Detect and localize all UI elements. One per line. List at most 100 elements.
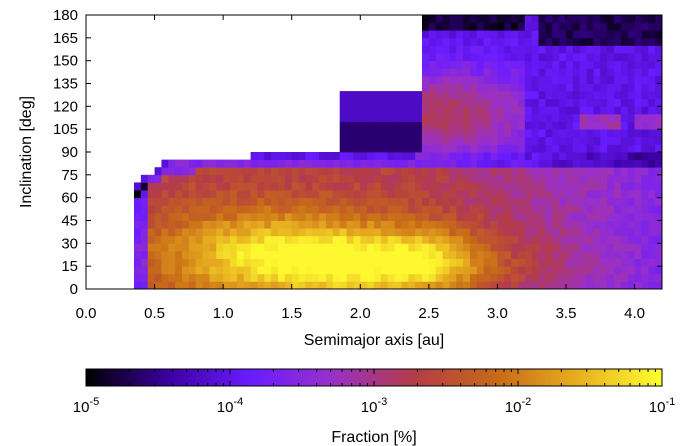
heatmap-cell [559,91,567,100]
heatmap-cell [278,281,286,290]
heatmap-cell [620,121,629,130]
heatmap-cell [428,144,437,153]
heatmap-cell [600,106,608,115]
heatmap-cell [209,273,217,282]
heatmap-cell [593,243,601,252]
heatmap-cell [195,266,203,275]
heatmap-cell [552,83,560,92]
heatmap-cell [497,167,505,176]
heatmap-cell [339,190,347,199]
heatmap-cell [641,75,649,84]
heatmap-cell [538,129,546,138]
heatmap-cell [538,266,546,275]
heatmap-cell [422,22,430,31]
heatmap-cell [572,60,581,69]
heatmap-cell [456,45,464,54]
heatmap-cell [257,197,265,206]
heatmap-cell [552,152,560,161]
heatmap-cell [408,159,416,168]
heatmap-cell [408,220,416,229]
heatmap-cell [195,174,203,183]
heatmap-cell [188,220,197,229]
heatmap-cell [408,113,416,122]
heatmap-cell [490,68,498,77]
heatmap-cell [476,83,485,92]
heatmap-cell [435,235,443,244]
heatmap-cell [511,281,519,290]
heatmap-cell [230,228,238,237]
heatmap-cell [531,220,539,229]
heatmap-cell [415,182,423,191]
heatmap-cell [428,167,437,176]
heatmap-cell [230,281,238,290]
heatmap-cell [483,144,491,153]
heatmap-cell [360,106,368,115]
heatmap-cell [524,159,533,168]
heatmap-cell [566,121,574,130]
heatmap-cell [346,121,354,130]
heatmap-cell [572,113,581,122]
heatmap-cell [250,212,258,221]
heatmap-cell [428,37,437,46]
heatmap-cell [401,258,409,267]
heatmap-cell [641,98,649,107]
heatmap-cell [566,167,574,176]
heatmap-cell [463,30,471,39]
heatmap-cell [655,98,663,107]
heatmap-cell [511,152,519,161]
heatmap-cell [586,98,594,107]
heatmap-cell [607,250,615,259]
heatmap-cell [291,167,299,176]
heatmap-cell [387,212,395,221]
heatmap-cell [620,190,629,199]
heatmap-cell [278,273,286,282]
heatmap-cell [497,60,505,69]
heatmap-cell [579,129,587,138]
heatmap-cell [360,174,368,183]
heatmap-cell [415,190,423,199]
heatmap-cell [422,159,430,168]
heatmap-cell [655,37,663,46]
heatmap-cell [360,243,368,252]
heatmap-cell [442,190,450,199]
heatmap-cell [648,83,656,92]
heatmap-cell [182,281,190,290]
heatmap-cell [360,152,368,161]
heatmap-cell [476,258,485,267]
heatmap-cell [456,30,464,39]
heatmap-cell [319,182,327,191]
heatmap-cell [483,243,491,252]
heatmap-cell [168,167,176,176]
heatmap-cell [134,197,142,206]
heatmap-cell [134,281,142,290]
heatmap-cell [394,136,402,145]
heatmap-cell [353,212,361,221]
heatmap-cell [319,159,327,168]
heatmap-cell [593,258,601,267]
heatmap-cell [147,205,155,214]
heatmap-cell [147,273,155,282]
heatmap-cell [284,205,293,214]
heatmap-cell [607,22,615,31]
heatmap-cell [538,182,546,191]
heatmap-cell [600,136,608,145]
heatmap-cell [648,190,656,199]
heatmap-cell [463,144,471,153]
heatmap-cell [586,167,594,176]
heatmap-cell [291,228,299,237]
heatmap-cell [531,75,539,84]
heatmap-cell [572,45,581,54]
heatmap-cell [422,182,430,191]
heatmap-cell [552,98,560,107]
heatmap-cell [483,212,491,221]
heatmap-cell [326,235,334,244]
heatmap-cell [552,174,560,183]
heatmap-cell [545,228,553,237]
heatmap-cell [648,266,656,275]
heatmap-cell [353,121,361,130]
heatmap-cell [470,75,478,84]
heatmap-cell [552,144,560,153]
heatmap-cell [476,30,485,39]
heatmap-cell [559,22,567,31]
heatmap-cell [559,228,567,237]
